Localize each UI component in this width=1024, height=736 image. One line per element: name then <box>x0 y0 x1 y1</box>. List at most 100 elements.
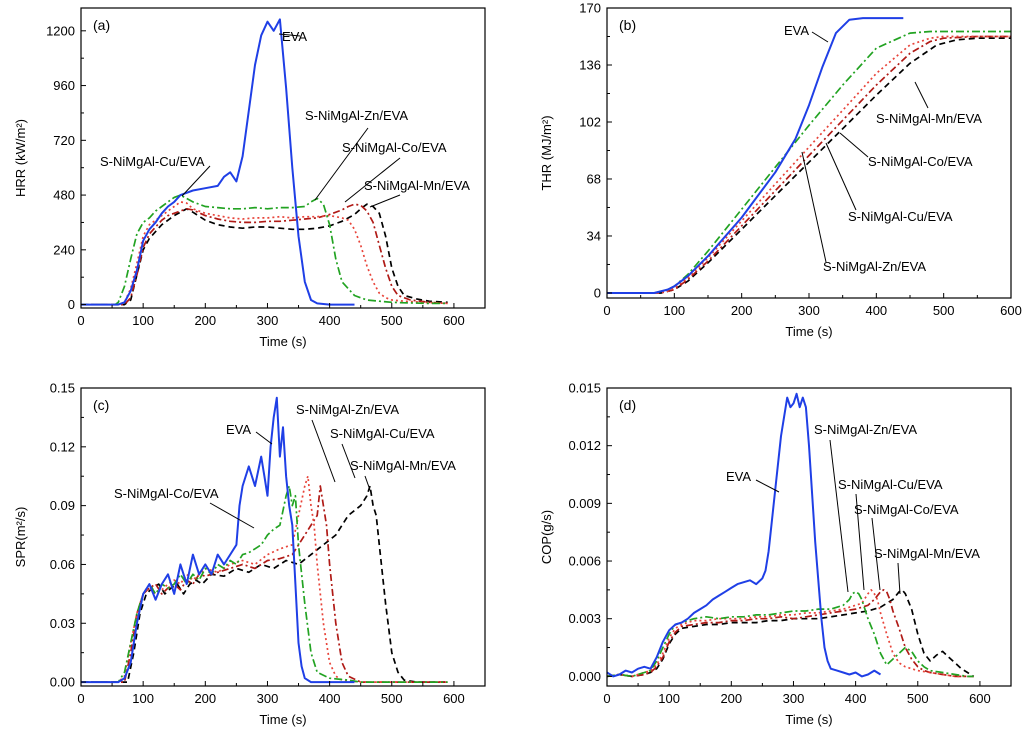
x-tick-label: 200 <box>194 691 216 706</box>
x-axis-label: Time (s) <box>259 712 306 727</box>
series-annotation: S-NiMgAl-Zn/EVA <box>296 402 399 417</box>
series-line-s-nimgal-zn-eva <box>607 590 974 678</box>
plot-frame <box>606 7 1012 299</box>
series-annotation: S-NiMgAl-Co/EVA <box>342 140 447 155</box>
x-tick-label: 400 <box>319 691 341 706</box>
series-annotation: EVA <box>226 422 251 437</box>
series-lines <box>607 392 975 678</box>
x-tick-label: 100 <box>663 303 685 318</box>
x-axis-label: Time (s) <box>785 324 832 339</box>
series-line-s-nimgal-mn-eva <box>81 485 448 683</box>
annotation-leader-line <box>344 157 401 203</box>
series-line-s-nimgal-cu-eva <box>607 589 974 678</box>
x-tick-label: 200 <box>731 303 753 318</box>
chart-panel-4: 0 100 200 300 400 500 600 0.000 0.003 0.006 0.009 0… <box>539 381 1012 727</box>
series-annotation: EVA <box>784 23 809 38</box>
x-tick-label: 600 <box>443 691 465 706</box>
x-tick-label: 100 <box>132 691 154 706</box>
series-annotation: S-NiMgAl-Zn/EVA <box>814 422 917 437</box>
x-tick-label: 400 <box>319 313 341 328</box>
plot-frame <box>80 7 486 309</box>
y-tick-label: 480 <box>53 188 75 203</box>
y-tick-label: 0.003 <box>568 611 601 626</box>
chart-panel-1: 0 100 200 300 400 500 600 0 240 480 720 960 1200 Time… <box>13 7 486 349</box>
series-annotation: S-NiMgAl-Cu/EVA <box>838 477 943 492</box>
x-tick-label: 400 <box>865 303 887 318</box>
series-line-s-nimgal-cu-eva <box>607 35 1011 294</box>
y-axis-label: THR (MJ/m²) <box>539 115 554 190</box>
annotation-leader-line <box>811 31 829 43</box>
annotation-leader-line <box>255 431 273 445</box>
y-tick-label: 0.12 <box>50 439 75 454</box>
y-tick-label: 720 <box>53 133 75 148</box>
annotation-leader-line <box>801 151 827 263</box>
x-tick-label: 100 <box>658 691 680 706</box>
x-tick-label: 300 <box>257 313 279 328</box>
annotation-leader-line <box>871 517 881 591</box>
series-line-s-nimgal-mn-eva <box>607 37 1011 294</box>
series-line-s-nimgal-co-eva <box>81 485 448 683</box>
annotation-leader-line <box>914 81 929 109</box>
series-line-s-nimgal-zn-eva <box>81 485 448 683</box>
y-tick-label: 102 <box>579 114 601 129</box>
y-tick-label: 0.006 <box>568 554 601 569</box>
series-line-eva <box>607 392 882 678</box>
x-tick-label: 500 <box>907 691 929 706</box>
y-axis-label: HRR (kW/m²) <box>13 119 28 197</box>
y-axis-label: SPR(m²/s) <box>13 507 28 568</box>
annotation-leader-line <box>755 479 780 493</box>
plot-frame <box>606 387 1012 687</box>
series-annotation: S-NiMgAl-Mn/EVA <box>876 111 982 126</box>
y-tick-label: 0 <box>68 297 75 312</box>
plot-frame <box>80 387 486 687</box>
series-line-s-nimgal-co-eva <box>607 589 974 678</box>
series-line-s-nimgal-cu-eva <box>81 475 448 683</box>
series-annotation: S-NiMgAl-Cu/EVA <box>330 426 435 441</box>
y-tick-label: 0.015 <box>568 381 601 396</box>
series-annotation: S-NiMgAl-Mn/EVA <box>364 178 470 193</box>
x-tick-label: 500 <box>381 313 403 328</box>
y-tick-label: 0.09 <box>50 498 75 513</box>
series-annotation: S-NiMgAl-Mn/EVA <box>350 458 456 473</box>
series-annotation: S-NiMgAl-Cu/EVA <box>848 209 953 224</box>
y-tick-label: 240 <box>53 242 75 257</box>
x-tick-label: 500 <box>933 303 955 318</box>
series-annotation: EVA <box>726 469 751 484</box>
chart-panel-2: 0 100 200 300 400 500 600 0 34 68 102 136 170 Time (s… <box>539 1 1022 340</box>
x-tick-label: 500 <box>381 691 403 706</box>
y-axis-label: COP(g/s) <box>539 510 554 564</box>
series-annotation: S-NiMgAl-Cu/EVA <box>100 154 205 169</box>
y-tick-label: 68 <box>587 171 601 186</box>
series-line-eva <box>81 396 355 684</box>
x-tick-label: 200 <box>194 313 216 328</box>
series-annotation: S-NiMgAl-Zn/EVA <box>823 259 926 274</box>
series-line-eva <box>607 17 904 294</box>
x-tick-label: 300 <box>798 303 820 318</box>
annotation-leader-line <box>278 33 301 37</box>
chart-panel-3: 0 100 200 300 400 500 600 0.00 0.03 0.06 0.09 0.12 0… <box>13 381 486 727</box>
y-tick-label: 0.00 <box>50 675 75 690</box>
annotation-leader-line <box>369 194 401 208</box>
series-line-s-nimgal-co-eva <box>607 35 1011 294</box>
annotation-leader-line <box>314 127 369 201</box>
x-tick-label: 0 <box>603 691 610 706</box>
panel-label: (c) <box>93 397 109 413</box>
y-tick-label: 0.15 <box>50 381 75 396</box>
annotation-leader-line <box>311 419 336 483</box>
y-tick-label: 34 <box>587 228 601 243</box>
y-tick-label: 0.009 <box>568 496 601 511</box>
y-tick-label: 0.06 <box>50 557 75 572</box>
annotation-leader-line <box>897 562 901 595</box>
x-tick-label: 400 <box>845 691 867 706</box>
x-tick-label: 300 <box>783 691 805 706</box>
x-axis-label: Time (s) <box>785 712 832 727</box>
series-annotation: S-NiMgAl-Co/EVA <box>114 486 219 501</box>
series-line-eva <box>81 18 355 306</box>
series-annotation: S-NiMgAl-Mn/EVA <box>874 546 980 561</box>
series-lines <box>81 18 448 306</box>
series-line-s-nimgal-co-eva <box>81 203 448 306</box>
x-tick-label: 300 <box>257 691 279 706</box>
x-axis-label: Time (s) <box>259 334 306 349</box>
panel-label: (a) <box>93 17 110 33</box>
